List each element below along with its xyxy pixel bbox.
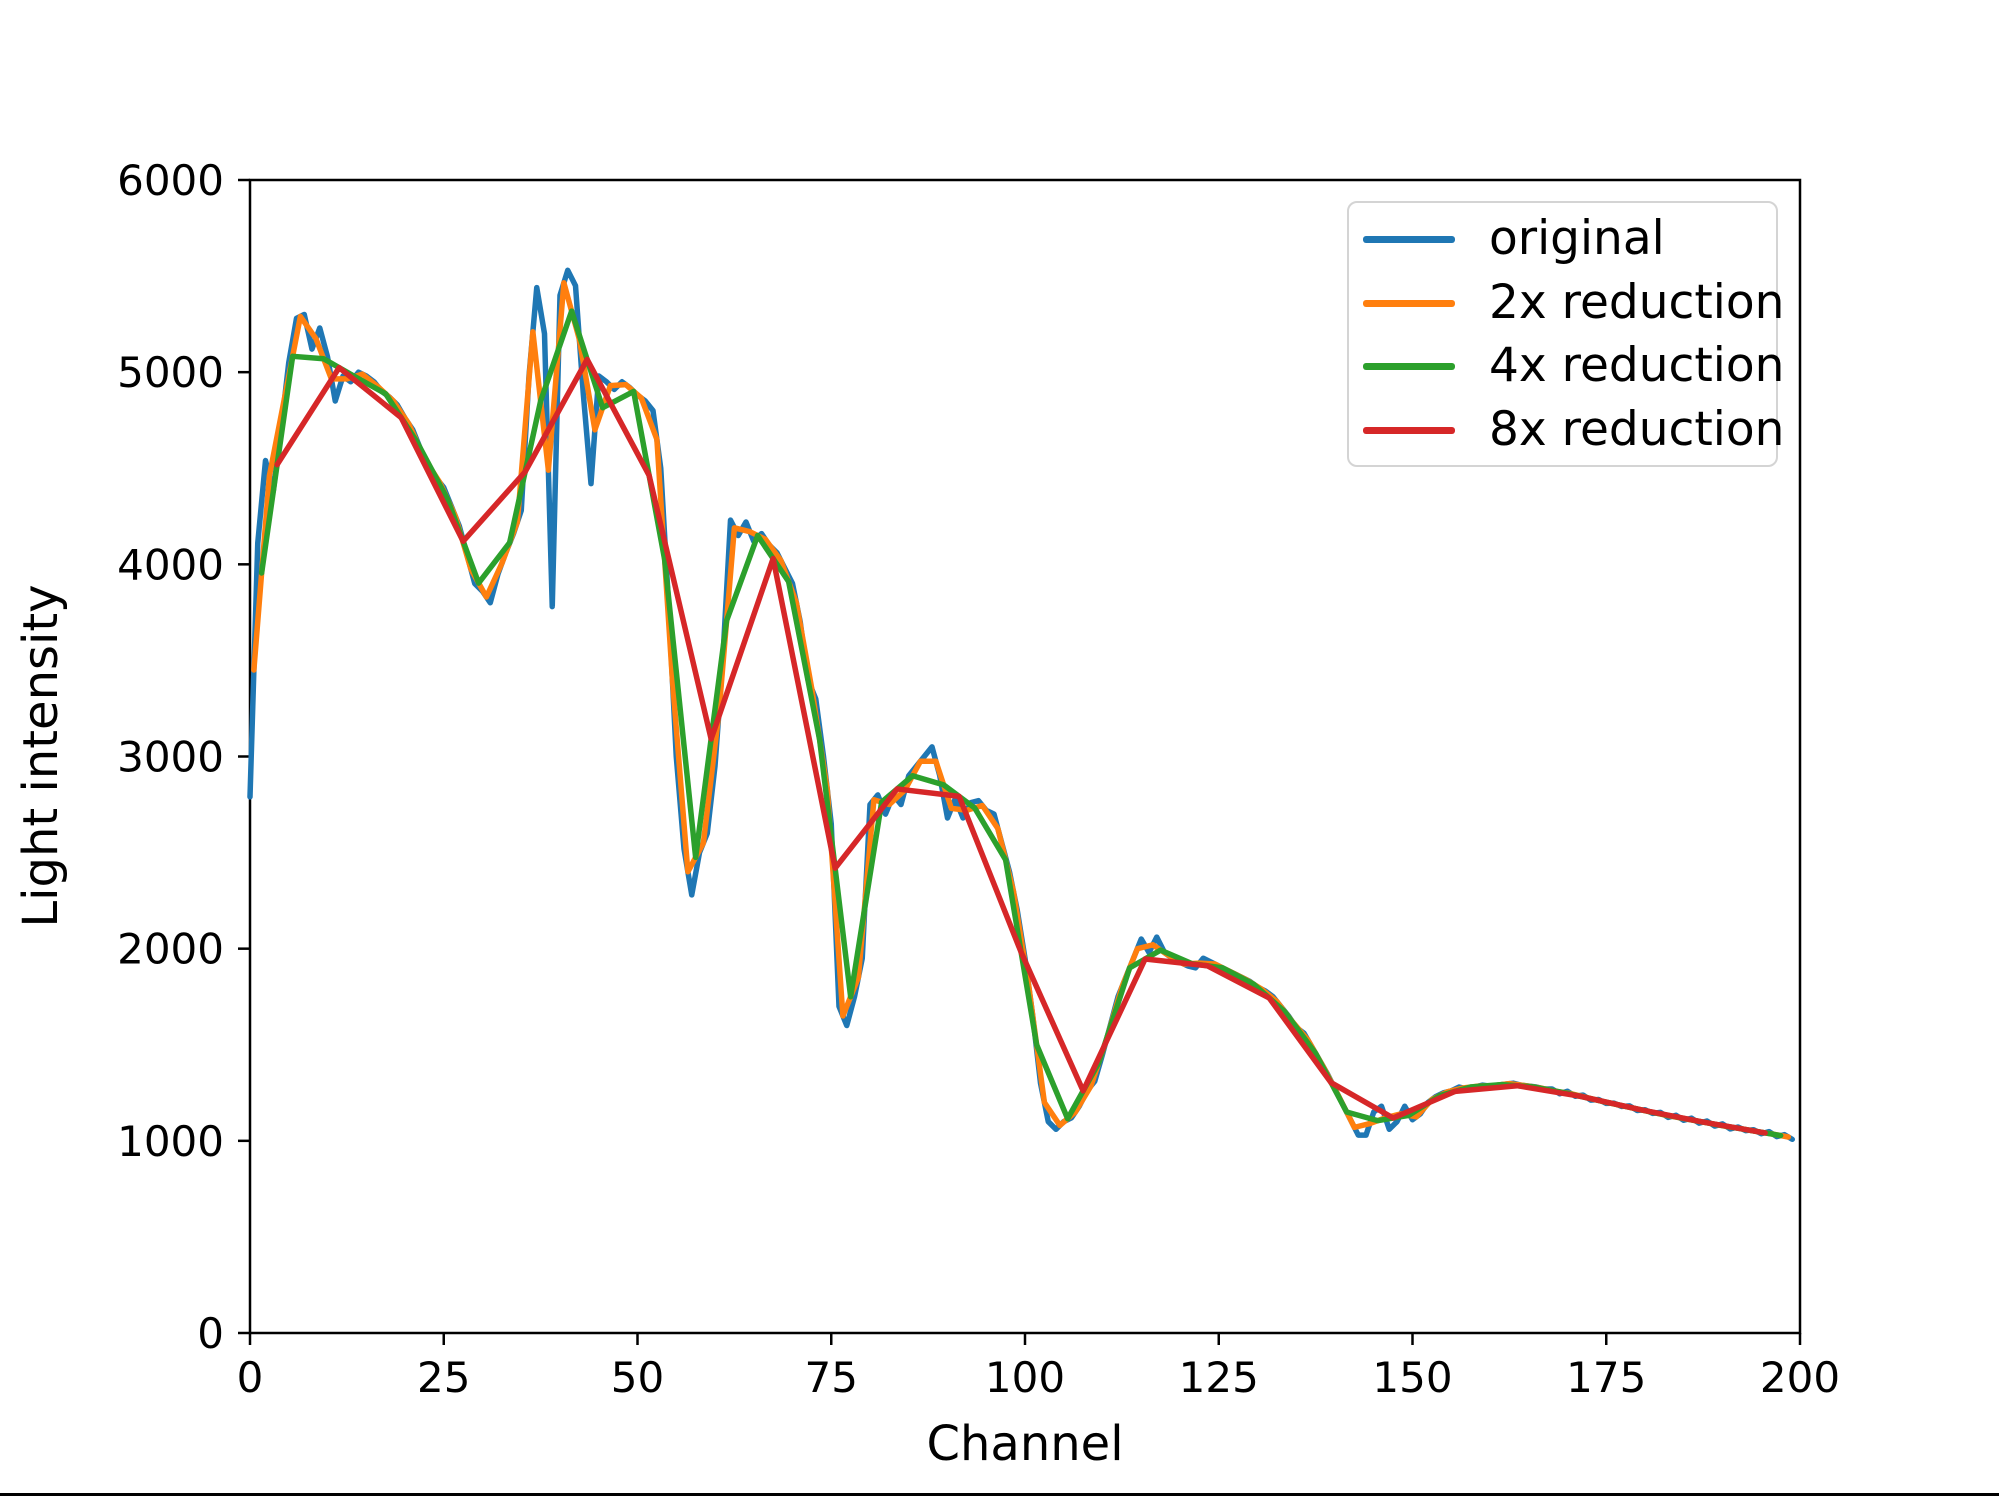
legend-label-4x-reduction: 4x reduction (1489, 338, 1785, 393)
x-tick-label: 200 (1760, 1353, 1840, 1402)
y-tick-label: 4000 (117, 540, 224, 589)
y-tick-label: 6000 (117, 156, 224, 205)
legend-label-2x-reduction: 2x reduction (1489, 275, 1785, 330)
series-line-8x-reduction (274, 356, 1768, 1136)
x-tick-label: 175 (1566, 1353, 1646, 1402)
x-tick-label: 150 (1372, 1353, 1452, 1402)
x-tick-label: 50 (611, 1353, 664, 1402)
y-tick-label: 0 (197, 1309, 224, 1358)
series-lines (247, 267, 1795, 1143)
y-tick-label: 3000 (117, 733, 224, 782)
legend-line-4x-reduction (1363, 363, 1455, 370)
x-tick-labels: 0 25 50 75 100 125 150 175 200 (237, 1353, 1840, 1402)
legend-item-2x-reduction: 2x reduction (1349, 275, 1784, 330)
legend-line-2x-reduction (1363, 300, 1455, 307)
legend-line-8x-reduction (1363, 427, 1455, 434)
y-tick-labels: 0 1000 2000 3000 4000 5000 6000 (117, 156, 224, 1358)
x-tick-label: 0 (237, 1353, 264, 1402)
x-tick-label: 100 (985, 1353, 1065, 1402)
x-tick-label: 75 (805, 1353, 858, 1402)
axis-ticks (238, 178, 1802, 1345)
y-axis-label: Light intensity (13, 584, 69, 927)
y-tick-label: 2000 (117, 925, 224, 974)
x-tick-label: 125 (1179, 1353, 1259, 1402)
y-tick-label: 1000 (117, 1117, 224, 1166)
legend: original 2x reduction 4x reduction 8x re… (1347, 201, 1784, 467)
legend-label-8x-reduction: 8x reduction (1489, 402, 1785, 457)
legend-label-original: original (1489, 211, 1665, 266)
x-axis-label: Channel (926, 1416, 1123, 1472)
y-tick-label: 5000 (117, 348, 224, 397)
legend-item-8x-reduction: 8x reduction (1349, 402, 1784, 457)
window-bottom-edge (0, 1493, 1999, 1496)
legend-item-original: original (1349, 211, 1776, 266)
legend-line-original (1363, 236, 1455, 243)
legend-item-4x-reduction: 4x reduction (1349, 338, 1784, 393)
x-tick-label: 25 (417, 1353, 470, 1402)
